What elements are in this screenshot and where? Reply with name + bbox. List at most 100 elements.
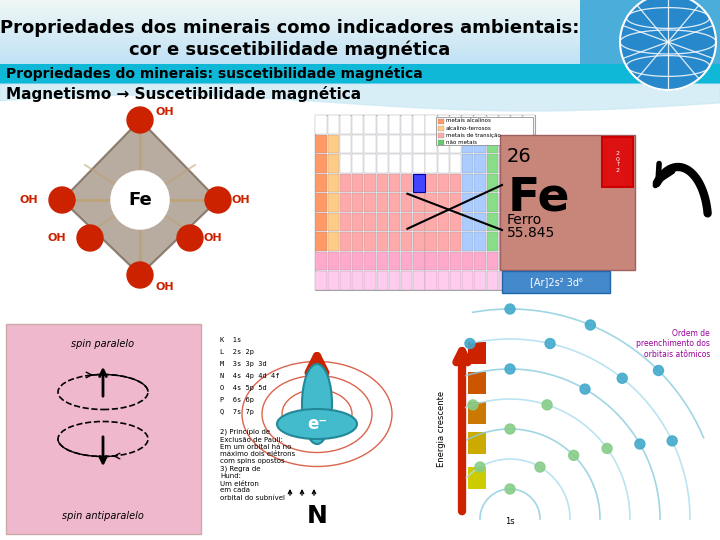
Bar	[450, 174, 462, 192]
Bar	[450, 116, 462, 134]
Text: 3) Regra de
Hund:
Um elétron
em cada
orbital do subnível: 3) Regra de Hund: Um elétron em cada orb…	[220, 466, 285, 501]
Circle shape	[542, 400, 552, 410]
Circle shape	[505, 424, 515, 434]
Bar	[0, 47, 600, 48]
Bar	[0, 74, 600, 75]
Bar	[0, 48, 600, 49]
Bar	[450, 154, 462, 173]
Text: OH: OH	[20, 195, 39, 205]
Text: L  2s 2p: L 2s 2p	[220, 349, 254, 355]
Bar	[315, 252, 327, 270]
Circle shape	[468, 400, 478, 410]
Bar	[511, 271, 523, 289]
Circle shape	[580, 384, 590, 394]
Bar	[401, 154, 413, 173]
Circle shape	[505, 484, 515, 494]
Bar	[438, 135, 449, 153]
Circle shape	[49, 187, 75, 213]
Bar	[438, 252, 449, 270]
Bar	[468, 402, 486, 424]
Bar	[468, 342, 486, 364]
Circle shape	[635, 439, 645, 449]
Bar	[450, 271, 462, 289]
Bar	[328, 232, 339, 251]
Bar	[0, 8, 600, 9]
Bar	[389, 232, 400, 251]
Bar	[0, 59, 600, 60]
Bar	[315, 115, 535, 290]
Text: Propriedades do minerais: suscetibilidade magnética: Propriedades do minerais: suscetibilidad…	[6, 67, 423, 81]
Bar	[0, 57, 600, 58]
Bar	[0, 84, 720, 540]
Bar	[413, 135, 425, 153]
Bar	[0, 50, 600, 51]
Bar	[450, 193, 462, 212]
Text: metais de transição: metais de transição	[446, 132, 501, 138]
Bar	[523, 232, 534, 251]
Text: 55.845: 55.845	[507, 226, 555, 240]
Bar	[0, 66, 600, 67]
Text: cor e suscetibilidade magnética: cor e suscetibilidade magnética	[130, 40, 451, 59]
Bar	[0, 13, 600, 14]
Bar	[0, 34, 600, 35]
Circle shape	[465, 339, 475, 348]
Circle shape	[127, 107, 153, 133]
Bar	[462, 174, 474, 192]
Bar	[413, 252, 425, 270]
Text: 2) Princípio de
Exclusão de Pauli:
Em um orbital há no
máximo dois elétrons
com : 2) Princípio de Exclusão de Pauli: Em um…	[220, 429, 295, 464]
Bar	[426, 154, 437, 173]
Bar	[364, 271, 376, 289]
Bar	[340, 193, 351, 212]
Bar	[389, 154, 400, 173]
Bar	[340, 213, 351, 231]
Circle shape	[620, 0, 716, 90]
Bar	[0, 7, 600, 8]
Bar	[0, 64, 720, 84]
Bar	[352, 271, 364, 289]
Bar	[0, 1, 600, 2]
Bar	[377, 271, 388, 289]
Bar	[438, 126, 444, 131]
Bar	[0, 61, 600, 62]
Bar	[413, 116, 425, 134]
Bar	[352, 135, 364, 153]
Circle shape	[505, 364, 515, 374]
Bar	[523, 116, 534, 134]
Bar	[499, 271, 510, 289]
Bar	[377, 232, 388, 251]
Bar	[328, 135, 339, 153]
Circle shape	[77, 225, 103, 251]
Bar	[487, 116, 498, 134]
Bar	[0, 19, 600, 20]
Bar	[487, 252, 498, 270]
Circle shape	[545, 339, 555, 348]
Text: N: N	[307, 504, 328, 528]
Bar	[511, 116, 523, 134]
Bar	[474, 116, 486, 134]
Bar	[364, 135, 376, 153]
Bar	[487, 193, 498, 212]
Bar	[511, 232, 523, 251]
Bar	[487, 271, 498, 289]
Bar	[0, 33, 600, 34]
Bar	[426, 252, 437, 270]
Bar	[438, 271, 449, 289]
Bar	[0, 23, 600, 24]
Bar	[0, 36, 600, 37]
Bar	[0, 64, 600, 65]
Bar	[0, 39, 600, 40]
Bar	[0, 12, 600, 13]
Bar	[328, 193, 339, 212]
Bar	[450, 213, 462, 231]
Text: não metais: não metais	[446, 139, 477, 145]
Bar	[0, 55, 600, 56]
Bar	[377, 116, 388, 134]
Bar	[364, 193, 376, 212]
Circle shape	[475, 462, 485, 472]
Text: M  3s 3p 3d: M 3s 3p 3d	[220, 361, 266, 367]
Bar	[0, 41, 600, 42]
Bar	[315, 232, 327, 251]
Bar	[364, 252, 376, 270]
Bar	[401, 174, 413, 192]
Bar	[0, 0, 600, 1]
